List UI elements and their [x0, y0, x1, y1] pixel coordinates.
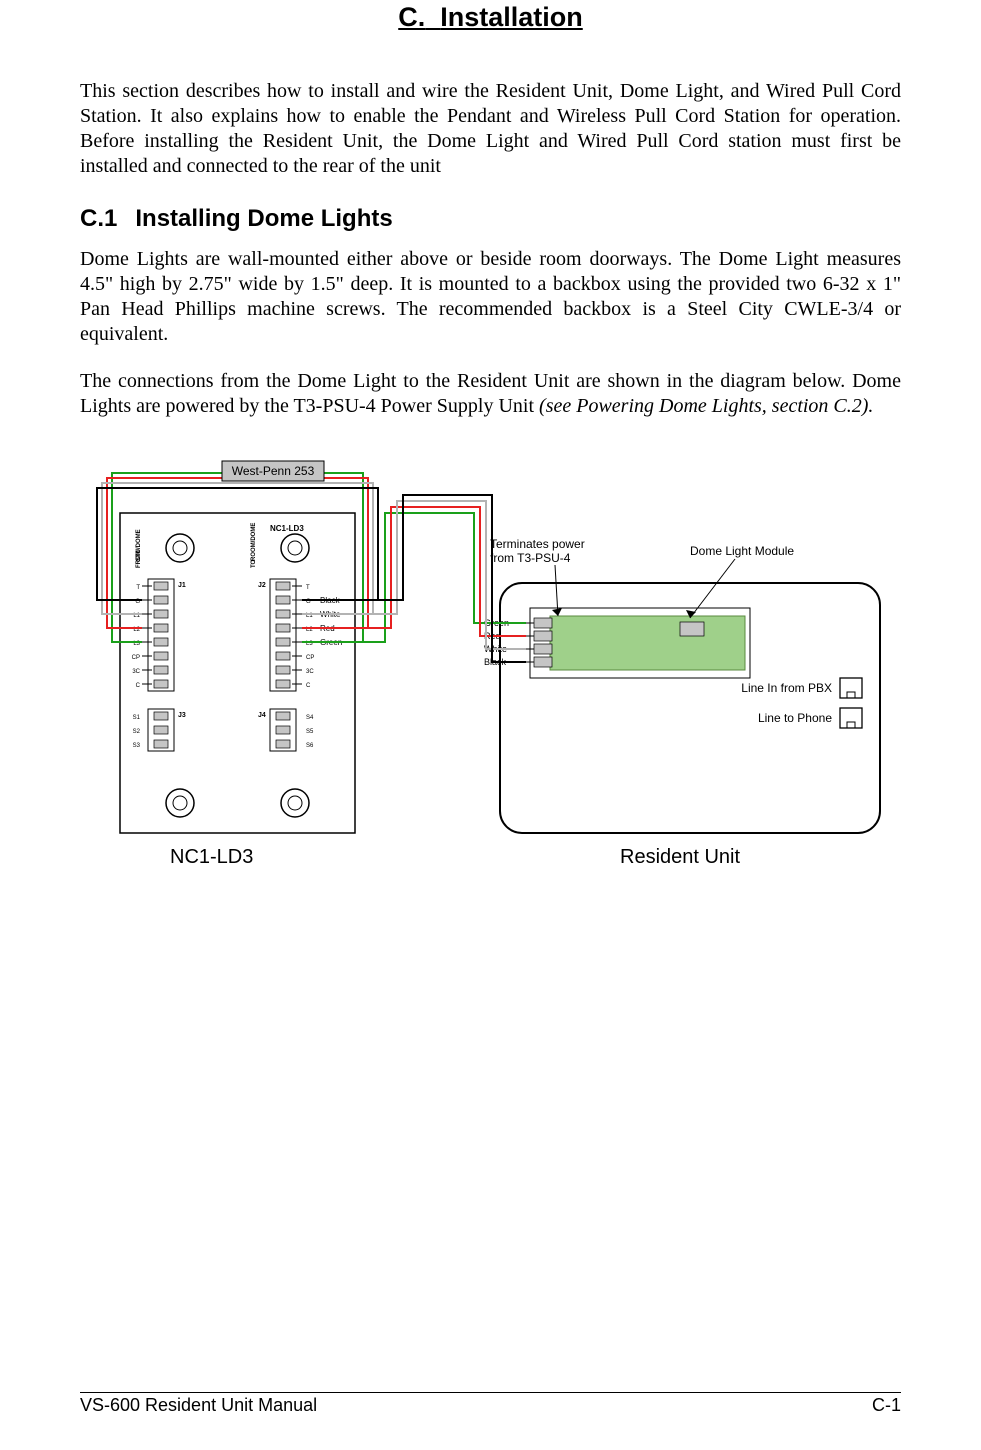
paragraph-2: The connections from the Dome Light to t…: [80, 369, 901, 419]
svg-text:C: C: [306, 683, 311, 689]
svg-text:Dome Light Module: Dome Light Module: [690, 544, 794, 558]
svg-text:Line to Phone: Line to Phone: [758, 711, 832, 725]
svg-text:S4: S4: [306, 715, 314, 721]
svg-text:S1: S1: [133, 715, 141, 721]
svg-text:C: C: [136, 683, 141, 689]
svg-text:J3: J3: [178, 712, 186, 719]
svg-text:FROMSTU/DOME: FROMSTU/DOME: [136, 529, 142, 568]
svg-text:NC1-LD3: NC1-LD3: [170, 846, 253, 868]
svg-text:T: T: [136, 585, 140, 591]
svg-text:T: T: [306, 585, 310, 591]
svg-text:NC1-LD3: NC1-LD3: [270, 524, 304, 533]
svg-text:J1: J1: [178, 582, 186, 589]
svg-text:S5: S5: [306, 729, 314, 735]
footer-right: C-1: [872, 1395, 901, 1416]
page-title: C. Installation: [80, 0, 901, 33]
wiring-diagram: FROMSTU/DOMETOROOM/DOMENC1-LD3TGL1L2L3CP…: [80, 453, 901, 938]
subheading-c1: C.1 Installing Dome Lights: [80, 205, 901, 233]
svg-text:CP: CP: [132, 655, 140, 661]
title-text: Installation: [440, 2, 583, 32]
svg-text:Line In from PBX: Line In from PBX: [741, 681, 832, 695]
svg-text:S6: S6: [306, 743, 314, 749]
svg-text:TOROOM/DOME: TOROOM/DOME: [251, 523, 257, 568]
svg-text:S3: S3: [133, 743, 141, 749]
paragraph-1: Dome Lights are wall-mounted either abov…: [80, 247, 901, 347]
svg-text:J4: J4: [258, 712, 266, 719]
svg-text:CP: CP: [306, 655, 314, 661]
title-prefix: C.: [398, 2, 425, 32]
svg-text:Resident Unit: Resident Unit: [620, 846, 741, 868]
svg-text:Terminates powerfrom T3-PSU-4: Terminates powerfrom T3-PSU-4: [490, 537, 585, 565]
subheading-prefix: C.1: [80, 205, 117, 233]
footer-left: VS-600 Resident Unit Manual: [80, 1395, 317, 1416]
svg-text:3C: 3C: [306, 669, 314, 675]
intro-paragraph: This section describes how to install an…: [80, 79, 901, 179]
paragraph-2b: (see Powering Dome Lights, section C.2).: [539, 395, 873, 417]
svg-text:3C: 3C: [132, 669, 140, 675]
page-footer: VS-600 Resident Unit Manual C-1: [80, 1392, 901, 1416]
svg-text:S2: S2: [133, 729, 141, 735]
subheading-text: Installing Dome Lights: [135, 205, 392, 232]
svg-text:J2: J2: [258, 582, 266, 589]
svg-text:West-Penn 253: West-Penn 253: [232, 464, 315, 478]
